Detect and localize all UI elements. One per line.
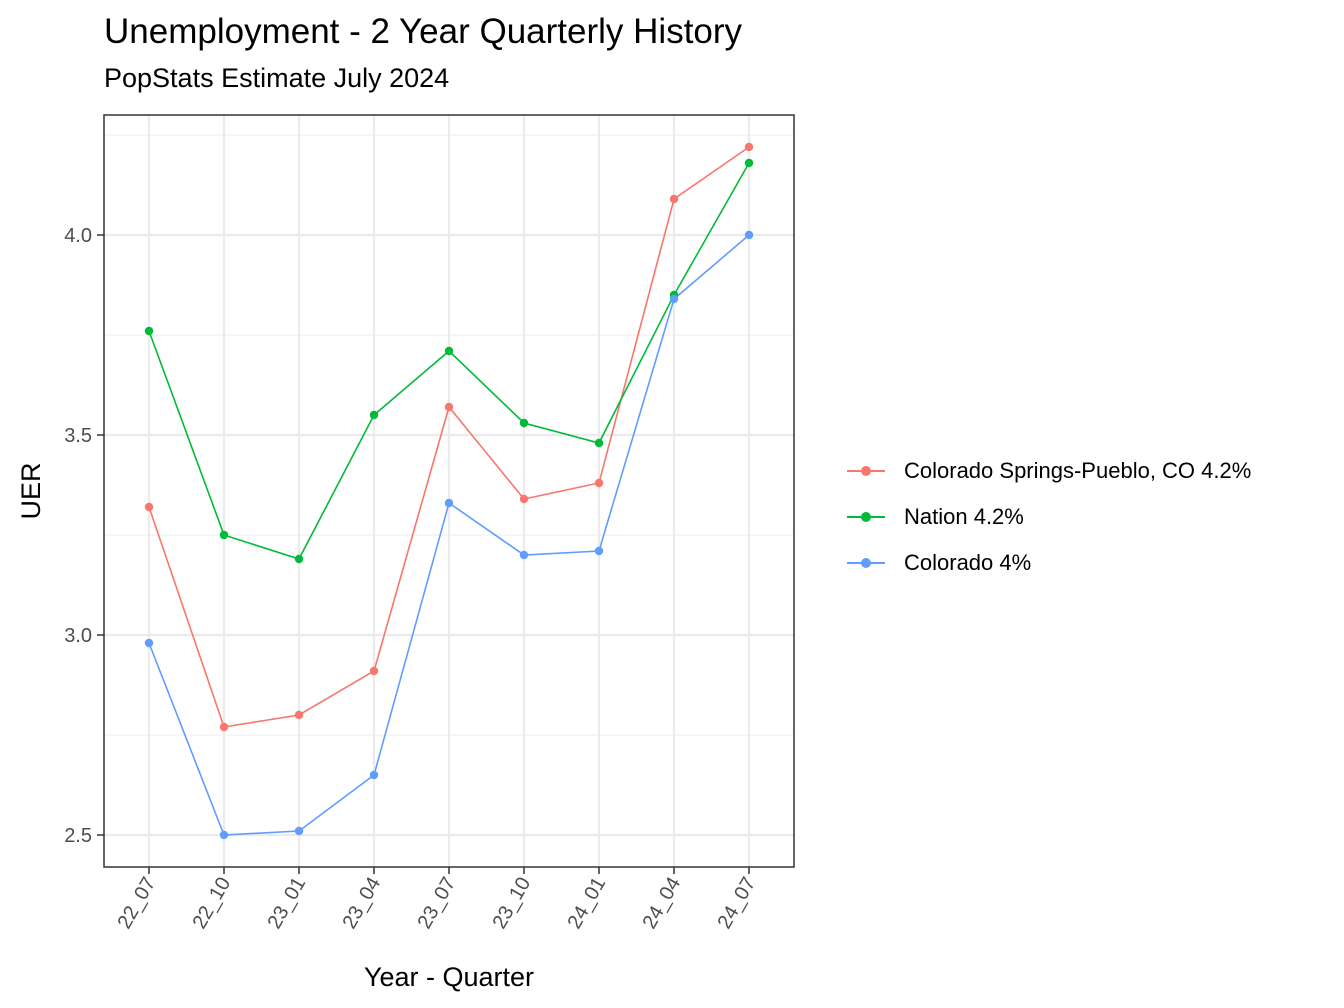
data-point	[219, 830, 229, 840]
x-tick-label: 23_04	[338, 874, 385, 933]
data-point	[669, 294, 679, 304]
data-point	[519, 550, 529, 560]
legend-label: Colorado Springs-Pueblo, CO 4.2%	[904, 458, 1252, 483]
legend-item: Colorado Springs-Pueblo, CO 4.2%	[845, 448, 1251, 494]
x-tick-label: 23_01	[263, 874, 310, 933]
x-tick-label: 24_07	[713, 874, 760, 933]
legend-item: Colorado 4%	[845, 540, 1251, 586]
legend-key-icon	[845, 494, 887, 540]
y-tick-label: 4.0	[64, 225, 92, 247]
x-tick-label: 22_10	[188, 874, 235, 933]
x-tick-label: 23_10	[488, 874, 535, 933]
legend-key-icon	[845, 540, 887, 586]
data-point	[369, 770, 379, 780]
legend: Colorado Springs-Pueblo, CO 4.2% Nation 4…	[845, 448, 1251, 586]
x-tick-label: 23_07	[413, 874, 460, 933]
data-point	[519, 494, 529, 504]
data-point	[444, 346, 454, 356]
data-point	[369, 410, 379, 420]
data-point	[744, 142, 754, 152]
data-point	[369, 666, 379, 676]
y-tick-label: 2.5	[64, 825, 92, 847]
x-tick-label: 22_07	[113, 874, 160, 933]
data-point	[519, 418, 529, 428]
data-point	[444, 402, 454, 412]
chart-title: Unemployment - 2 Year Quarterly History	[104, 12, 743, 51]
legend-item: Nation 4.2%	[845, 494, 1251, 540]
chart-subtitle: PopStats Estimate July 2024	[104, 63, 450, 93]
series-points	[144, 142, 754, 840]
y-axis: 2.5 3.0 3.5 4.0	[64, 225, 104, 847]
grid-major	[104, 115, 794, 867]
legend-label: Nation 4.2%	[904, 504, 1024, 529]
legend-key-icon	[845, 448, 887, 494]
data-point	[144, 326, 154, 336]
data-point	[294, 826, 304, 836]
data-point	[444, 498, 454, 508]
data-point	[744, 158, 754, 168]
data-point	[594, 438, 604, 448]
data-point	[144, 638, 154, 648]
data-point	[294, 554, 304, 564]
data-point	[744, 230, 754, 240]
x-tick-label: 24_04	[638, 874, 685, 933]
y-tick-label: 3.5	[64, 425, 92, 447]
y-axis-title: UER	[16, 462, 46, 519]
x-axis: 22_07 22_10 23_01 23_04 23_07 23_10 24_01 24_04…	[113, 867, 760, 933]
data-point	[144, 502, 154, 512]
y-tick-label: 3.0	[64, 625, 92, 647]
x-tick-label: 24_01	[563, 874, 610, 933]
data-point	[594, 478, 604, 488]
data-point	[594, 546, 604, 556]
data-point	[294, 710, 304, 720]
data-point	[669, 194, 679, 204]
x-axis-title: Year - Quarter	[364, 962, 534, 992]
legend-label: Colorado 4%	[904, 550, 1032, 575]
data-point	[219, 530, 229, 540]
data-point	[219, 722, 229, 732]
